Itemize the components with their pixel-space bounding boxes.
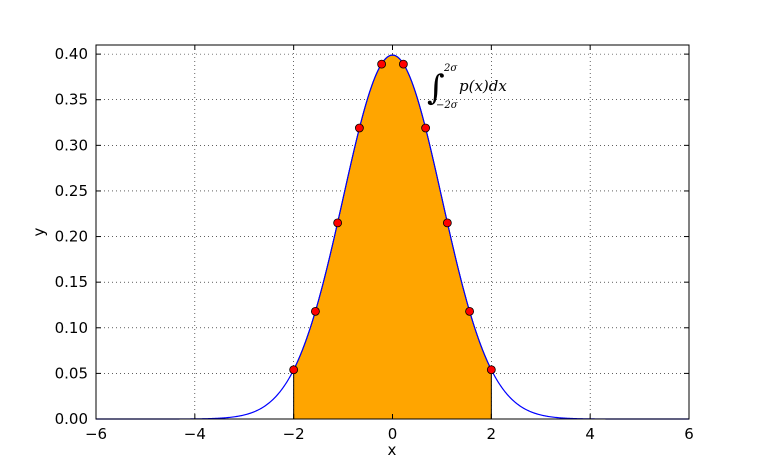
y-tick-label: 0.40 [55, 45, 88, 63]
data-point [465, 306, 474, 316]
x-axis-label: x [388, 441, 397, 459]
integral-symbol: ∫ [427, 68, 445, 108]
y-axis-label: y [30, 227, 48, 236]
data-point [398, 59, 408, 69]
integral-upper-limit: 2σ [443, 63, 458, 74]
data-point [289, 365, 299, 375]
y-tick-label: 0.15 [55, 273, 88, 291]
data-point [421, 123, 431, 133]
ticks: −6 −4 −2 0 2 4 6 0.00 0.05 0.10 0.15 0.20 0.25 0.30 0.… [55, 45, 694, 443]
x-tick-label: −2 [283, 425, 305, 443]
y-tick-label: 0.05 [55, 364, 88, 382]
y-tick-label: 0.35 [55, 91, 88, 109]
x-tick-label: 4 [585, 425, 595, 443]
data-point [354, 123, 364, 133]
x-tick-label: 2 [487, 425, 497, 443]
data-markers [289, 59, 496, 375]
data-point [333, 218, 343, 228]
data-point [377, 59, 387, 69]
data-point [311, 306, 320, 316]
y-tick-label: 0.10 [55, 319, 88, 337]
integral-annotation: ∫ 2σ −2σ p(x)dx [427, 63, 507, 111]
integrand: p(x)dx [459, 77, 507, 95]
y-tick-label: 0.30 [55, 136, 88, 154]
data-point [486, 365, 496, 375]
x-tick-label: −6 [85, 425, 107, 443]
y-tick-label: 0.25 [55, 182, 88, 200]
data-point [442, 218, 452, 228]
x-tick-label: 0 [388, 425, 398, 443]
y-tick-label: 0.00 [55, 410, 88, 428]
x-tick-label: −4 [184, 425, 206, 443]
integral-lower-limit: −2σ [436, 100, 459, 111]
y-tick-label: 0.20 [55, 228, 88, 246]
x-tick-label: 6 [684, 425, 694, 443]
